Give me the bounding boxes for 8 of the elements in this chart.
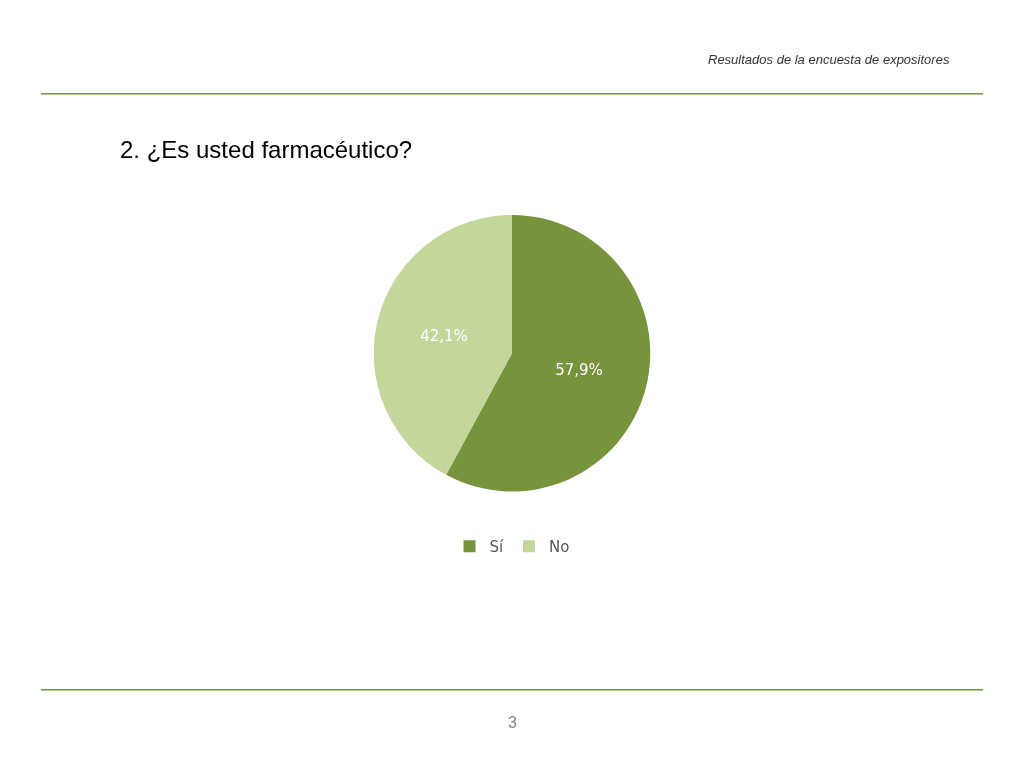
text: 3 xyxy=(508,714,517,731)
legend-label: No xyxy=(549,538,570,557)
text: Resultados de la encuesta de expositores xyxy=(708,52,950,67)
legend-label: Sí xyxy=(489,538,505,557)
data-label: 42,1% xyxy=(420,327,468,346)
pie-slice xyxy=(374,215,512,475)
chart-title: 2. ¿Es usted farmacéutico? xyxy=(120,136,413,163)
data-label: 57,9% xyxy=(555,361,603,380)
